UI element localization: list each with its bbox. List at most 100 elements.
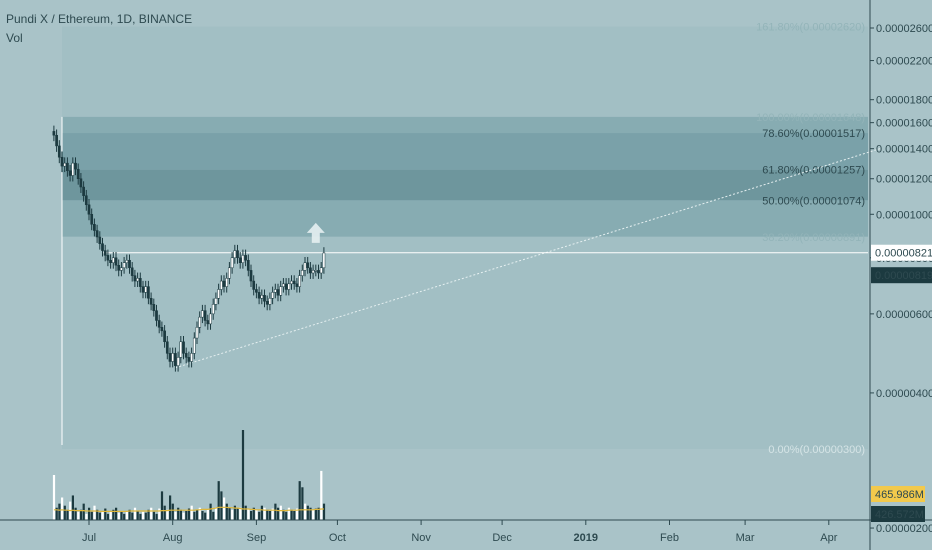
candle xyxy=(249,270,253,282)
fib-label-3: 61.80%(0.00001257) xyxy=(762,165,865,177)
candle xyxy=(66,162,69,172)
volume-bar xyxy=(260,505,263,520)
candle xyxy=(160,327,164,332)
candle xyxy=(303,262,307,271)
volume-bar xyxy=(214,507,218,520)
candle xyxy=(311,270,315,274)
volume-bar xyxy=(220,491,223,520)
volume-bar xyxy=(66,509,69,520)
fib-label-2: 78.60%(0.00001517) xyxy=(762,128,865,140)
volume-bar xyxy=(306,505,309,520)
candle xyxy=(260,295,264,299)
candle xyxy=(265,301,269,305)
volume-bar xyxy=(128,509,131,520)
volume-ma-line xyxy=(53,506,324,512)
volume-bar xyxy=(322,503,326,520)
candle xyxy=(192,337,196,354)
candle xyxy=(149,298,153,305)
x-tick-label: Mar xyxy=(736,532,755,544)
candle xyxy=(125,259,129,263)
volume-bar xyxy=(250,511,253,520)
volume-bar xyxy=(58,503,61,520)
volume-bar xyxy=(174,511,177,520)
volume-bar xyxy=(212,511,215,520)
volume-indicator-label[interactable]: Vol xyxy=(6,31,23,45)
volume-bar xyxy=(271,508,274,520)
x-tick-label: 2019 xyxy=(574,532,598,544)
fib-band-2 xyxy=(62,133,868,170)
volume-label-box xyxy=(871,486,925,502)
volume-label: 465.986M xyxy=(875,489,924,501)
candle xyxy=(163,330,166,343)
volume-bar xyxy=(179,509,182,520)
volume-bar xyxy=(147,509,150,520)
volume-bar xyxy=(252,507,255,520)
volume-label: 426.572M xyxy=(875,509,924,521)
y-tick-label: 0.00001800 xyxy=(876,95,932,107)
volume-bar xyxy=(196,509,199,520)
candle xyxy=(174,353,177,366)
volume-bar xyxy=(304,503,307,520)
candle xyxy=(263,295,266,302)
arrow-up-icon[interactable] xyxy=(306,222,325,243)
volume-bar xyxy=(266,509,269,520)
candle xyxy=(157,320,161,328)
candle xyxy=(165,341,169,354)
candle xyxy=(120,267,123,271)
candle xyxy=(284,283,288,290)
volume-bar xyxy=(244,505,247,520)
candle xyxy=(190,353,193,362)
volume-bar xyxy=(139,513,142,520)
candle xyxy=(144,286,148,293)
volume-bar xyxy=(177,507,180,520)
volume-bar xyxy=(96,509,99,520)
candle xyxy=(79,178,83,188)
fib-label-1: 100.00%(0.00001648) xyxy=(756,112,865,124)
candle xyxy=(214,298,218,305)
candle xyxy=(290,280,293,285)
volume-bar xyxy=(231,509,234,520)
candle xyxy=(152,304,156,311)
candle xyxy=(95,230,99,238)
candle xyxy=(76,168,80,179)
candle xyxy=(57,145,61,158)
volume-bar xyxy=(309,507,312,520)
candle xyxy=(187,357,191,362)
candle xyxy=(168,353,172,362)
candle xyxy=(279,286,283,296)
candle xyxy=(111,257,115,263)
volume-bar xyxy=(209,503,212,520)
candle xyxy=(255,289,258,293)
candle xyxy=(155,310,158,321)
trendline[interactable] xyxy=(175,148,881,369)
candle xyxy=(211,304,215,315)
candle xyxy=(90,214,94,225)
y-tick-label: 0.00001600 xyxy=(876,118,932,130)
candle xyxy=(133,275,137,282)
volume-bar xyxy=(301,487,304,520)
candle xyxy=(82,186,85,196)
volume-bar xyxy=(158,508,161,520)
candle xyxy=(176,357,180,366)
volume-bar xyxy=(171,503,174,520)
volume-bar xyxy=(106,513,110,520)
volume-bar xyxy=(160,491,164,520)
y-tick-label: 0.00000400 xyxy=(876,388,932,400)
candle xyxy=(236,250,239,259)
volume-bar xyxy=(120,511,123,520)
volume-bar xyxy=(98,512,101,520)
volume-bar xyxy=(317,507,320,520)
x-tick-label: Apr xyxy=(820,532,837,544)
candle xyxy=(195,327,199,339)
candle xyxy=(103,250,107,256)
candle xyxy=(184,353,188,358)
candle xyxy=(114,257,118,266)
candle xyxy=(141,286,145,293)
x-tick-label: Nov xyxy=(411,532,431,544)
fib-band-0 xyxy=(62,26,868,117)
y-tick-label: 0.00000200 xyxy=(876,523,932,535)
price-label: 0.00000819 xyxy=(875,270,932,282)
volume-bar xyxy=(169,495,172,520)
volume-bar xyxy=(225,503,228,520)
